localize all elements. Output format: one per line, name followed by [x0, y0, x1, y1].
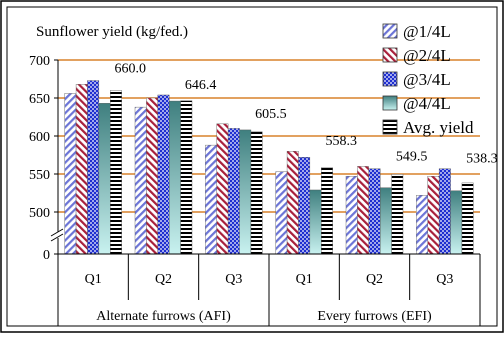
data-label: 558.3: [325, 134, 357, 149]
x-tick-label: Q3: [436, 272, 453, 287]
bar--2-4l-0: [75, 84, 88, 255]
bar--1-4l-4: [345, 176, 358, 255]
inner-border: [6, 6, 498, 327]
y-tick-label: 650: [29, 92, 50, 107]
grid-layer: [58, 59, 480, 213]
y-tick-label: 700: [29, 54, 50, 69]
bar--2-4l-3: [286, 150, 299, 255]
y-tick-label: 500: [29, 206, 50, 221]
legend-label: @3/4L: [403, 70, 451, 89]
bar--1-4l-0: [64, 93, 77, 255]
y-tick-label: 600: [29, 130, 50, 145]
legend-swatch: [382, 71, 398, 87]
data-label: 660.0: [114, 62, 146, 77]
bar--1-4l-1: [134, 106, 147, 255]
bar--4-4l-1: [168, 100, 181, 255]
bar--2-4l-2: [216, 123, 229, 255]
bar--3-4l-5: [438, 168, 451, 255]
bar--3-4l-0: [87, 80, 100, 255]
axis-break-mark: [50, 233, 64, 242]
legend-swatch: [382, 119, 398, 135]
bar--3-4l-4: [368, 168, 381, 255]
x-tick-label: Q2: [155, 272, 172, 287]
bar--2-4l-4: [357, 166, 369, 255]
x-tick-label: Q1: [85, 272, 102, 287]
data-label: 549.5: [396, 149, 428, 164]
bar-avg-yield-3: [321, 167, 333, 255]
bar--3-4l-2: [227, 128, 240, 255]
bar-avg-yield-2: [250, 131, 263, 255]
bar--3-4l-3: [298, 157, 311, 255]
bar--1-4l-3: [275, 171, 288, 255]
y-axis-label: Sunflower yield (kg/fed.): [36, 24, 188, 40]
bar--2-4l-1: [146, 97, 158, 255]
data-label: 538.3: [466, 152, 498, 167]
x-tick-label: Q2: [366, 272, 383, 287]
legend-swatch: [382, 47, 398, 63]
axis-layer: 0 500 550 600 650 700 Q1 Q2 Q3 Q1 Q2 Q3 Alternate fu…: [29, 54, 481, 326]
bar--2-4l-5: [427, 176, 440, 255]
bar--1-4l-2: [205, 144, 217, 255]
bar--4-4l-0: [98, 103, 111, 255]
bar-avg-yield-0: [110, 90, 122, 255]
legend: @1/4L @2/4L @3/4L @4/4L Avg. yield: [382, 22, 474, 137]
bar--4-4l-5: [450, 190, 463, 255]
legend-label: @1/4L: [403, 22, 451, 41]
data-label: 605.5: [255, 107, 287, 122]
legend-label: Avg. yield: [403, 118, 474, 137]
bar-layer: [64, 80, 474, 255]
bar--4-4l-2: [239, 129, 252, 255]
group-label: Every furrows (EFI): [317, 309, 432, 324]
bar--1-4l-5: [416, 195, 428, 255]
bar--3-4l-1: [157, 94, 170, 255]
y-tick-label: 0: [43, 248, 50, 263]
legend-label: @2/4L: [403, 46, 451, 65]
axis-break-mark: [50, 228, 64, 237]
bar--4-4l-3: [309, 189, 322, 255]
legend-swatch: [382, 23, 398, 39]
bar-avg-yield-5: [461, 182, 474, 255]
bar--4-4l-4: [380, 187, 392, 255]
bar-avg-yield-1: [180, 100, 193, 255]
label-layer: 660.0 646.4 605.5 558.3 549.5 538.3: [114, 62, 497, 167]
legend-label: @4/4L: [403, 94, 451, 113]
axis-break-gap: [52, 232, 64, 238]
x-tick-label: Q1: [296, 272, 313, 287]
x-tick-label: Q3: [225, 272, 242, 287]
legend-swatch: [382, 95, 398, 111]
data-label: 646.4: [185, 78, 217, 93]
bar-avg-yield-4: [391, 174, 404, 255]
group-label: Alternate furrows (AFI): [96, 309, 231, 324]
y-tick-label: 550: [29, 168, 50, 183]
